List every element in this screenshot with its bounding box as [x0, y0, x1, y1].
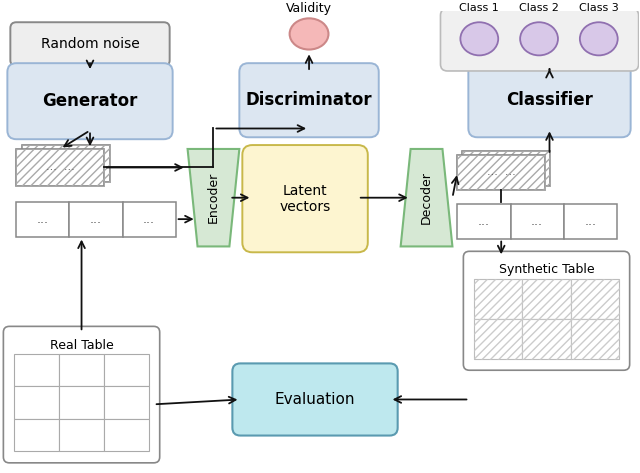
Text: Evaluation: Evaluation [275, 392, 355, 407]
Bar [104, 419, 148, 451]
Text: ...: ... [584, 215, 596, 228]
Text: Encoder: Encoder [207, 172, 220, 223]
Bar [522, 279, 571, 319]
Bar [59, 386, 104, 419]
Bar [122, 201, 175, 236]
Bar [571, 279, 619, 319]
Text: Class 1: Class 1 [460, 3, 499, 13]
FancyBboxPatch shape [239, 63, 379, 137]
Bar [14, 354, 59, 386]
Bar [571, 279, 619, 319]
FancyBboxPatch shape [463, 251, 630, 370]
Bar [571, 319, 619, 359]
Bar [22, 145, 110, 182]
FancyBboxPatch shape [8, 63, 173, 139]
Bar [474, 279, 522, 319]
Bar [474, 319, 522, 359]
Ellipse shape [520, 22, 558, 55]
Bar [564, 203, 617, 239]
Text: ...  ...: ... ... [487, 167, 516, 177]
Bar [104, 354, 148, 386]
Text: Synthetic Table: Synthetic Table [499, 263, 595, 276]
Bar [522, 279, 571, 319]
Text: Validity: Validity [286, 2, 332, 16]
Bar [458, 155, 545, 190]
Bar [59, 419, 104, 451]
Bar [14, 419, 59, 451]
Bar [104, 386, 148, 419]
Text: Class 3: Class 3 [579, 3, 619, 13]
Bar [17, 149, 104, 186]
Ellipse shape [460, 22, 498, 55]
Text: Classifier: Classifier [506, 91, 593, 109]
Bar [59, 354, 104, 386]
Bar [474, 279, 522, 319]
Text: Decoder: Decoder [420, 171, 433, 224]
Text: Generator: Generator [42, 92, 138, 110]
Bar [474, 319, 522, 359]
Bar [17, 149, 104, 186]
FancyBboxPatch shape [10, 22, 170, 66]
Text: ...: ... [37, 213, 49, 226]
Bar [14, 386, 59, 419]
Text: Discriminator: Discriminator [246, 91, 372, 109]
FancyBboxPatch shape [468, 63, 630, 137]
Bar [458, 155, 545, 190]
FancyBboxPatch shape [243, 145, 368, 252]
Polygon shape [188, 149, 239, 246]
Bar [69, 201, 122, 236]
Text: Random noise: Random noise [40, 37, 140, 51]
Ellipse shape [290, 18, 328, 50]
Bar [17, 201, 69, 236]
Bar [522, 319, 571, 359]
Ellipse shape [580, 22, 618, 55]
Bar [458, 203, 511, 239]
Bar [462, 151, 550, 186]
Bar [522, 319, 571, 359]
Text: Class 2: Class 2 [519, 3, 559, 13]
Text: ...  ...: ... ... [45, 163, 74, 173]
Bar [462, 151, 550, 186]
FancyBboxPatch shape [232, 363, 397, 436]
Bar [511, 203, 564, 239]
Bar [22, 145, 110, 182]
Text: ...: ... [531, 215, 543, 228]
FancyBboxPatch shape [3, 326, 160, 463]
Polygon shape [401, 149, 452, 246]
FancyBboxPatch shape [440, 9, 639, 71]
Text: Latent
vectors: Latent vectors [280, 184, 331, 214]
Text: ...: ... [143, 213, 155, 226]
Text: ...: ... [90, 213, 102, 226]
Text: Real Table: Real Table [50, 339, 113, 352]
Bar [571, 319, 619, 359]
Text: ...: ... [478, 215, 490, 228]
